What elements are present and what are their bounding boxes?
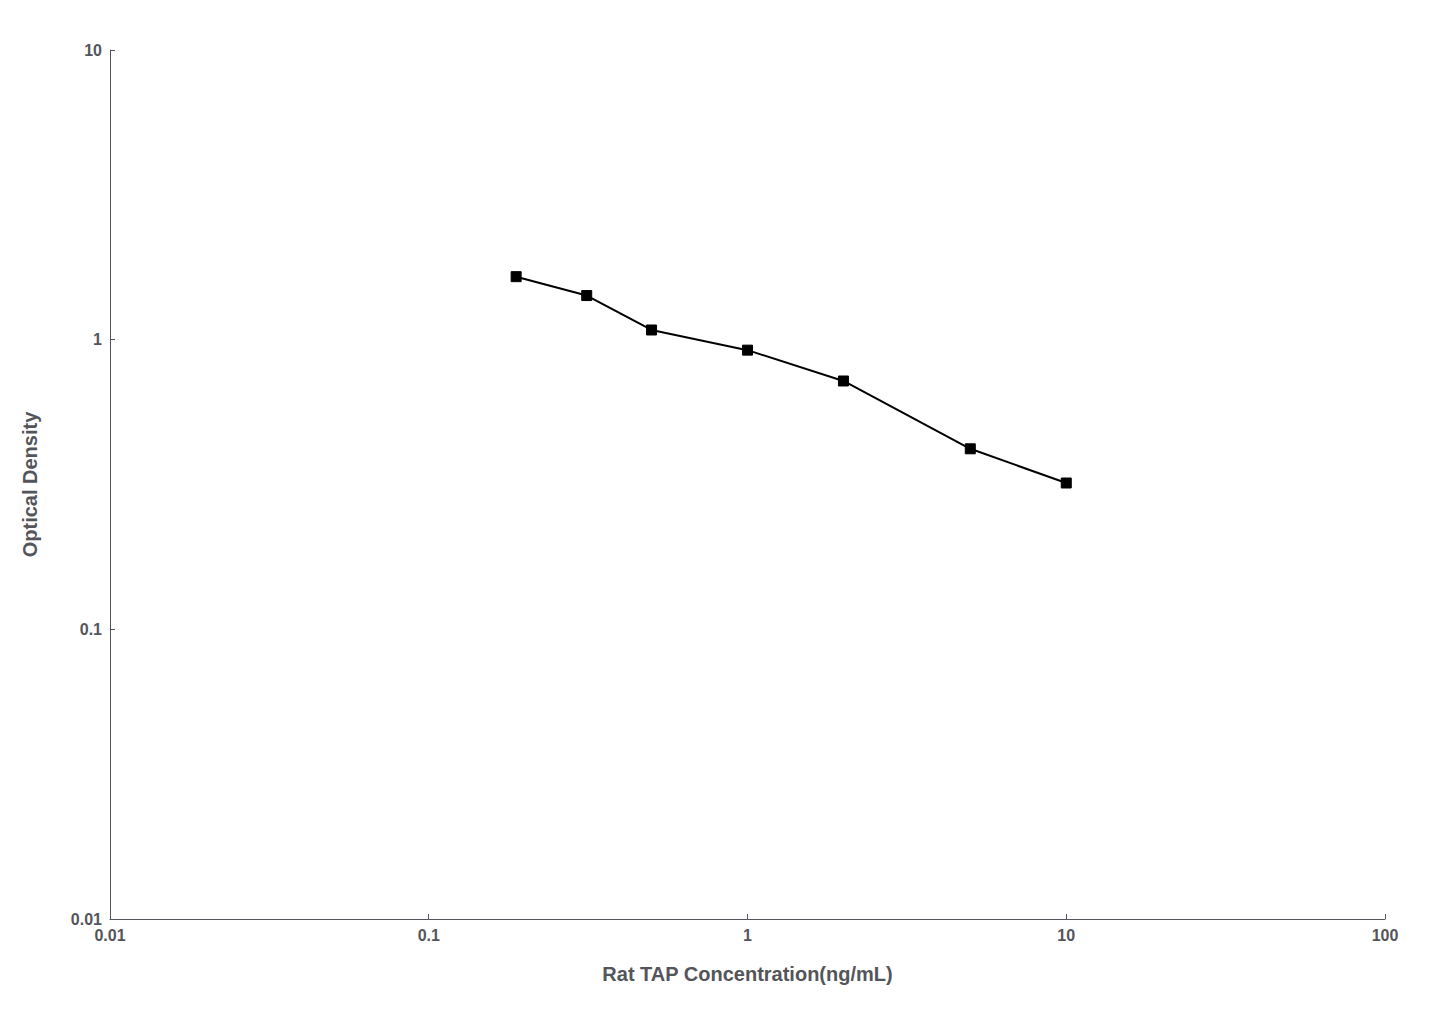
svg-text:1: 1 — [743, 927, 752, 944]
svg-text:10: 10 — [1057, 927, 1075, 944]
svg-text:1: 1 — [93, 331, 102, 348]
svg-text:0.1: 0.1 — [418, 927, 440, 944]
svg-text:Rat TAP Concentration(ng/mL): Rat TAP Concentration(ng/mL) — [602, 963, 892, 985]
svg-text:0.01: 0.01 — [94, 927, 125, 944]
svg-text:0.1: 0.1 — [80, 621, 102, 638]
svg-text:100: 100 — [1372, 927, 1399, 944]
svg-text:Optical Density: Optical Density — [19, 411, 41, 557]
svg-text:0.01: 0.01 — [71, 911, 102, 928]
svg-text:10: 10 — [84, 42, 102, 59]
